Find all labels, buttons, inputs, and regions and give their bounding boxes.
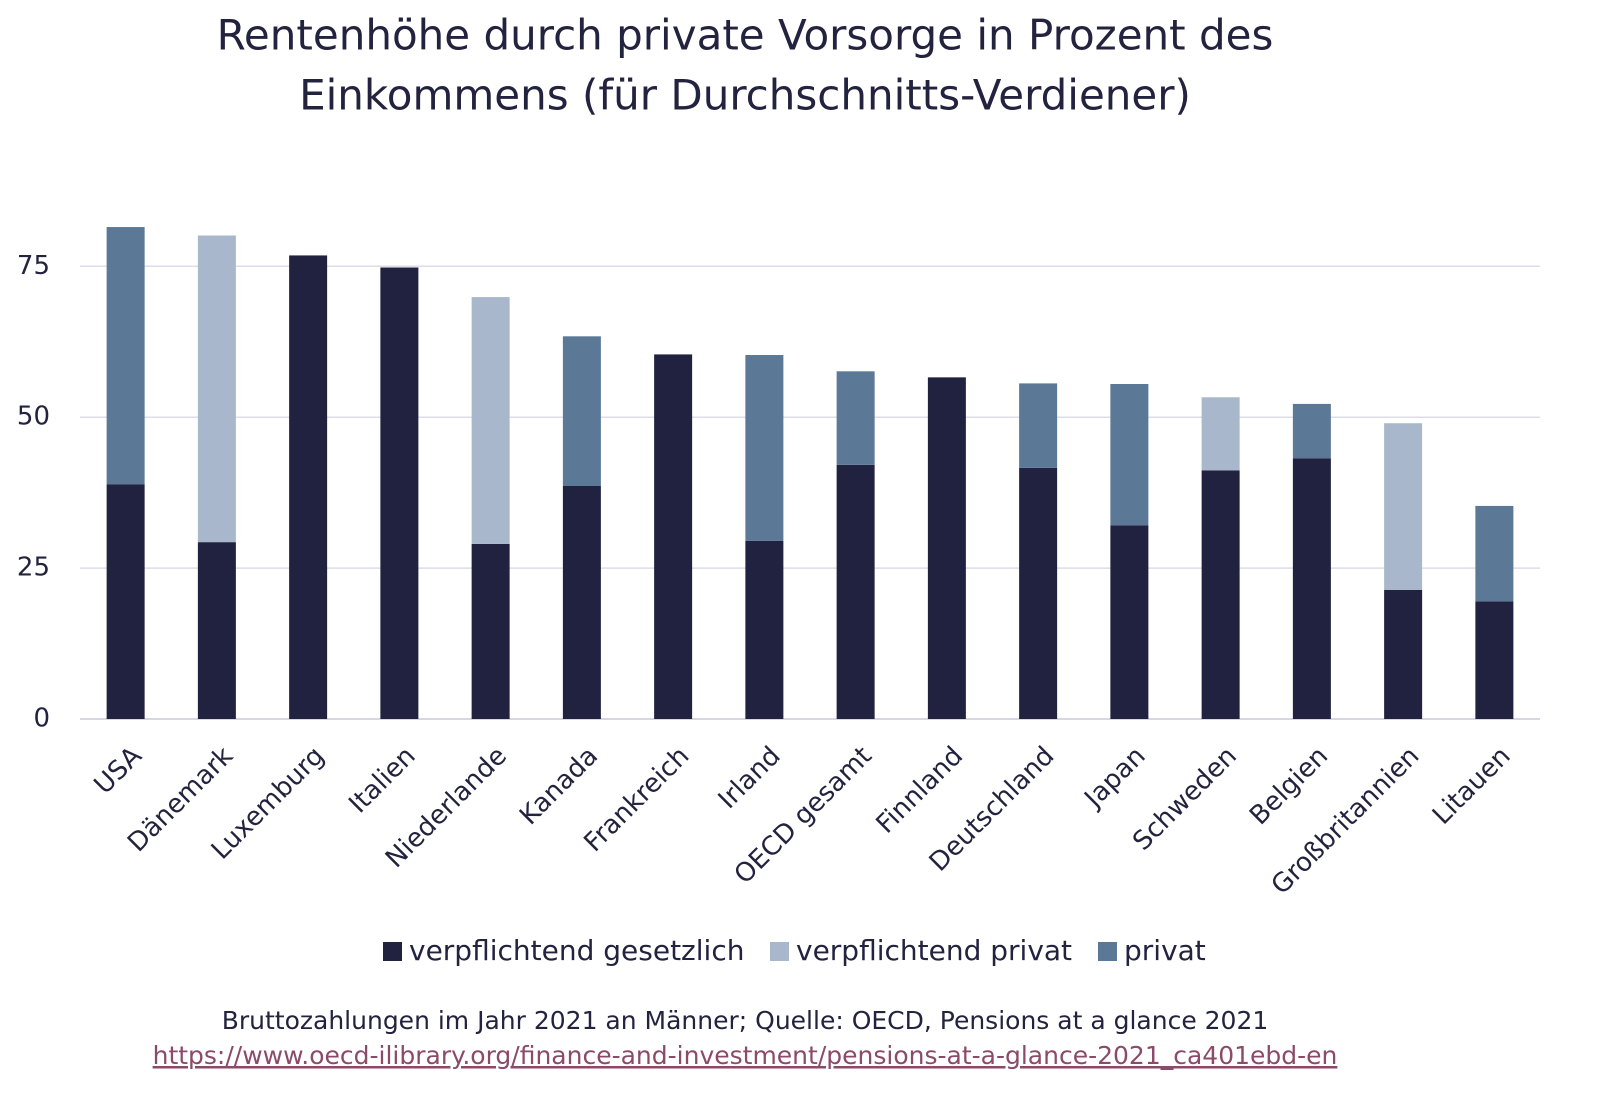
source-link[interactable]: https://www.oecd-ilibrary.org/finance-an… — [153, 1041, 1338, 1070]
bar-segment — [1110, 383, 1149, 526]
legend-label: privat — [1124, 934, 1206, 967]
y-tick-label: 50 — [17, 402, 50, 432]
y-tick-label: 0 — [33, 704, 50, 734]
chart-title: Rentenhöhe durch private Vorsorge in Pro… — [217, 11, 1274, 60]
chart-title: Einkommens (für Durchschnitts-Verdiener) — [299, 71, 1191, 120]
bar-segment — [1384, 423, 1423, 590]
bar-segment — [562, 486, 601, 719]
legend-swatch — [770, 942, 789, 961]
bar-segment — [1019, 383, 1058, 468]
bar-segment — [745, 355, 784, 541]
bar-segment — [927, 377, 966, 719]
bar-segment — [745, 540, 784, 719]
bar-segment — [106, 484, 145, 719]
legend-swatch — [383, 942, 402, 961]
bar-segment — [1201, 470, 1240, 719]
bar-segment — [1292, 403, 1331, 459]
bar-segment — [289, 255, 328, 719]
x-tick-label: Litauen — [1427, 741, 1517, 831]
bar-segment — [1110, 525, 1149, 719]
legend-swatch — [1098, 942, 1117, 961]
legend-label: verpflichtend gesetzlich — [409, 934, 744, 967]
bar-segment — [836, 464, 875, 719]
x-tick-label: Italien — [343, 741, 421, 819]
bar-segment — [1019, 467, 1058, 719]
legend-label: verpflichtend privat — [796, 934, 1072, 967]
footer: Bruttozahlungen im Jahr 2021 an Männer; … — [222, 1006, 1269, 1035]
bar-segment — [1201, 397, 1240, 471]
bar-segment — [471, 297, 510, 544]
y-tick-label: 75 — [17, 251, 50, 281]
bar-segment — [836, 371, 875, 465]
x-tick-label: Kanada — [514, 741, 604, 831]
y-tick-label: 25 — [17, 553, 50, 583]
bar-segment — [1292, 458, 1331, 719]
x-tick-label: Belgien — [1244, 741, 1334, 831]
bar-segment — [562, 336, 601, 487]
bar-segment — [106, 227, 145, 485]
source-link-text[interactable]: https://www.oecd-ilibrary.org/finance-an… — [153, 1041, 1338, 1070]
bar-segment — [654, 354, 693, 719]
x-tick-label: USA — [89, 741, 148, 800]
x-tick-label: Irland — [713, 741, 787, 815]
bar-segment — [471, 543, 510, 719]
bar-segment — [197, 542, 236, 719]
bar-segment — [1384, 589, 1423, 719]
bar-segment — [197, 235, 236, 543]
bar-segment — [1475, 505, 1514, 602]
bar-segment — [1475, 601, 1514, 719]
x-tick-label: Japan — [1078, 741, 1152, 815]
bar-segment — [380, 267, 419, 719]
